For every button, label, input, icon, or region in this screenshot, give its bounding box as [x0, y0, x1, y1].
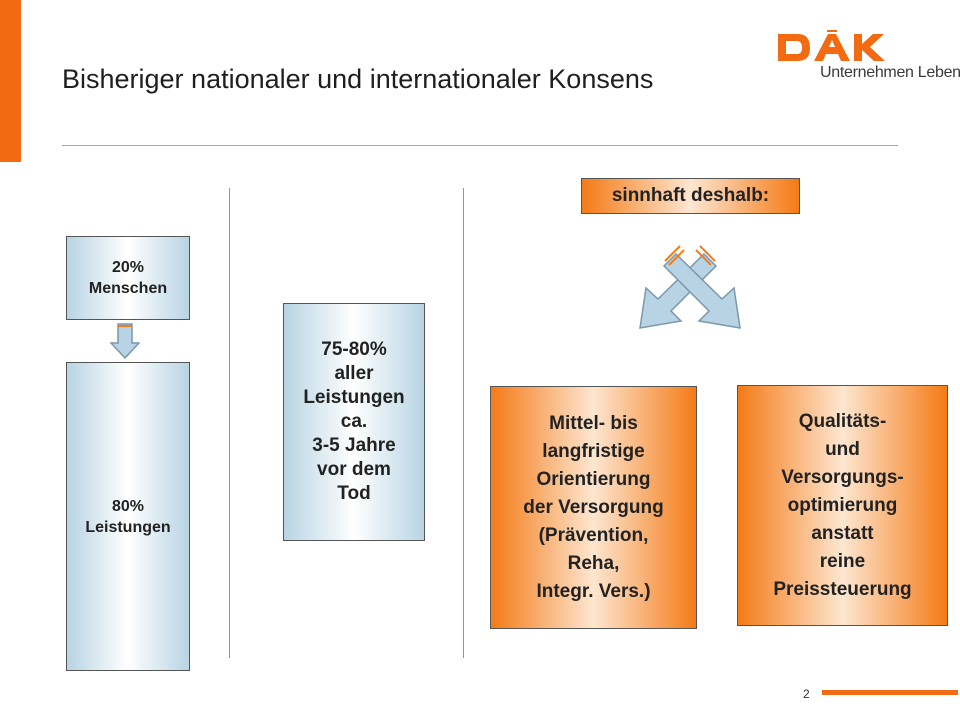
- box-line: Orientierung: [536, 468, 651, 490]
- sinnhaft-label: sinnhaft deshalb:: [581, 178, 800, 214]
- page-number: 2: [803, 687, 810, 701]
- box-line: Qualitäts-: [798, 410, 887, 432]
- box-line: Reha,: [567, 552, 620, 574]
- accent-bar: [0, 0, 21, 162]
- box-line: Versorgungs-: [781, 466, 904, 488]
- box-line: 3-5 Jahre: [312, 435, 396, 456]
- down-arrow-icon: [110, 323, 140, 359]
- box-20-percent-people: 20% Menschen: [66, 236, 190, 320]
- box-line: 75-80%: [321, 339, 387, 360]
- crossed-arrows-icon: [639, 245, 741, 329]
- box-line: 20%: [111, 259, 145, 276]
- box-line: Menschen: [88, 280, 168, 297]
- title-divider: [62, 145, 898, 146]
- slide-title: Bisheriger nationaler und internationale…: [62, 64, 654, 94]
- box-line: vor dem: [317, 459, 391, 480]
- box-line: aller: [334, 363, 374, 384]
- box-line: Leistungen: [85, 518, 171, 536]
- box-line: Mittel- bis: [549, 412, 638, 434]
- box-line: optimierung: [787, 494, 898, 516]
- dak-logo: [778, 30, 885, 61]
- box-line: 80%: [111, 497, 145, 515]
- box-line: anstatt: [811, 522, 874, 544]
- box-line: (Prävention,: [538, 524, 649, 546]
- column-divider-1: [229, 188, 230, 658]
- box-line: langfristige: [542, 440, 645, 462]
- box-line: Leistungen: [303, 387, 405, 408]
- column-divider-2: [463, 188, 464, 658]
- box-line: Preissteuerung: [773, 578, 912, 600]
- logo-tagline: Unternehmen Leben: [820, 64, 960, 81]
- box-long-term-orientation: Mittel- bis langfristige Orientierung de…: [490, 386, 697, 629]
- box-services-before-death: 75-80% aller Leistungen ca. 3-5 Jahre vo…: [283, 303, 425, 541]
- box-quality-optimization: Qualitäts- und Versorgungs- optimierung …: [737, 385, 948, 626]
- box-line: ca.: [340, 411, 368, 432]
- box-line: der Versorgung: [523, 496, 664, 518]
- box-line: reine: [819, 550, 866, 572]
- box-80-percent-services: 80% Leistungen: [66, 362, 190, 671]
- box-line: Tod: [337, 483, 371, 504]
- box-line: und: [825, 438, 860, 460]
- footer-accent-bar: [822, 690, 958, 695]
- box-line: Integr. Vers.): [536, 580, 651, 602]
